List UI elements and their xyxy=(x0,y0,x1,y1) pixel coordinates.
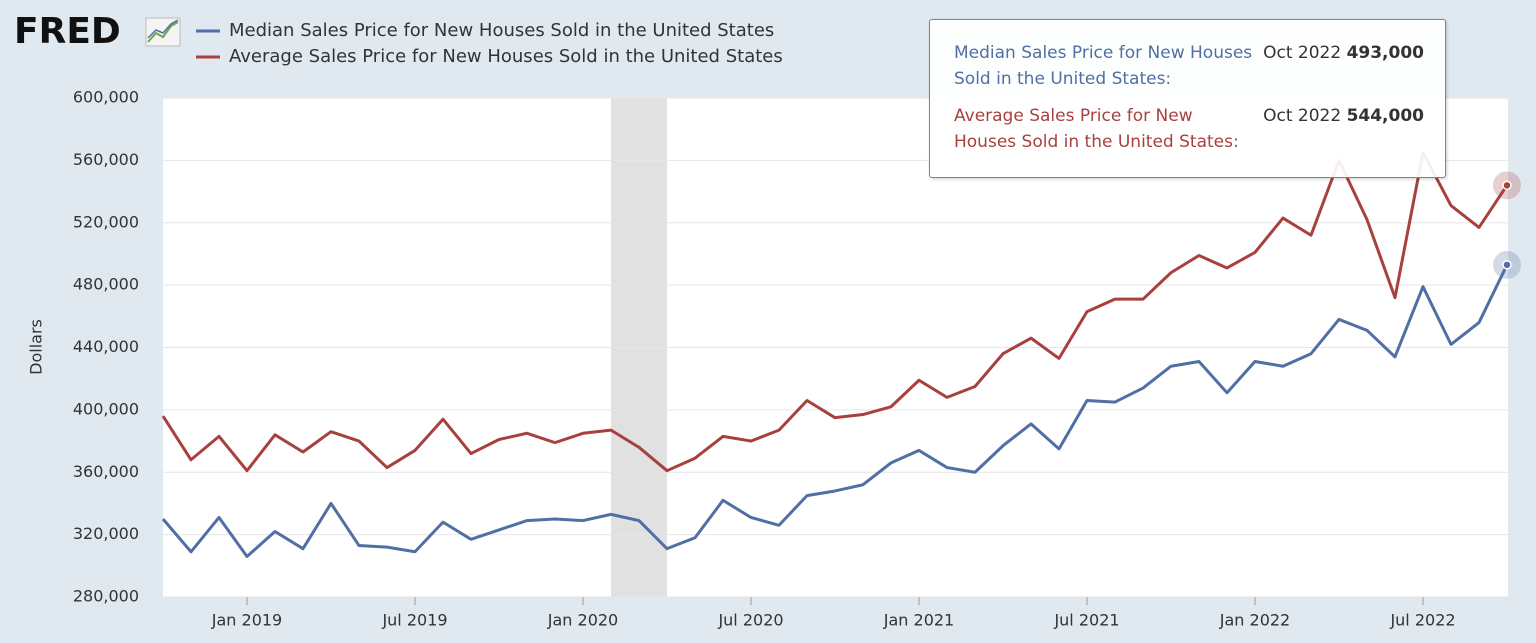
legend-label: Average Sales Price for New Houses Sold … xyxy=(229,46,783,67)
legend-label: Median Sales Price for New Houses Sold i… xyxy=(229,20,774,41)
y-axis-label: Dollars xyxy=(27,319,46,375)
y-tick-label: 480,000 xyxy=(73,275,139,294)
y-tick-label: 600,000 xyxy=(73,88,139,107)
x-tick-label: Jul 2022 xyxy=(1389,611,1455,630)
hover-point xyxy=(1502,180,1512,191)
x-tick-label: Jul 2021 xyxy=(1053,611,1119,630)
y-tick-label: 400,000 xyxy=(73,399,139,418)
tooltip-value: Oct 2022 544,000 xyxy=(1263,103,1424,129)
y-tick-label: 360,000 xyxy=(73,462,139,481)
x-tick-label: Jan 2021 xyxy=(883,611,954,630)
y-tick-label: 280,000 xyxy=(73,587,139,606)
logo-icon xyxy=(145,17,181,47)
logo: FRED xyxy=(14,11,121,52)
hover-point xyxy=(1502,260,1512,270)
tooltip: Median Sales Price for New Houses Sold i… xyxy=(929,19,1446,178)
y-tick-label: 320,000 xyxy=(73,524,139,543)
x-tick-label: Jul 2019 xyxy=(381,611,447,630)
tooltip-date: Oct 2022 xyxy=(1263,43,1342,63)
y-tick-label: 440,000 xyxy=(73,337,139,356)
x-tick-label: Jan 2022 xyxy=(1219,611,1290,630)
tooltip-number: 544,000 xyxy=(1346,106,1424,126)
x-tick-label: Jan 2020 xyxy=(547,611,618,630)
x-tick-label: Jan 2019 xyxy=(211,611,282,630)
tooltip-date: Oct 2022 xyxy=(1263,106,1342,126)
series-line xyxy=(161,151,1509,473)
x-tick-label: Jul 2020 xyxy=(717,611,783,630)
series-line xyxy=(161,264,1509,558)
tooltip-value: Oct 2022 493,000 xyxy=(1263,40,1424,66)
tooltip-number: 493,000 xyxy=(1346,43,1424,63)
y-tick-label: 560,000 xyxy=(73,150,139,169)
tooltip-label: Median Sales Price for New Houses Sold i… xyxy=(954,43,1253,89)
y-tick-label: 520,000 xyxy=(73,212,139,231)
tooltip-label: Average Sales Price for New Houses Sold … xyxy=(954,106,1239,152)
